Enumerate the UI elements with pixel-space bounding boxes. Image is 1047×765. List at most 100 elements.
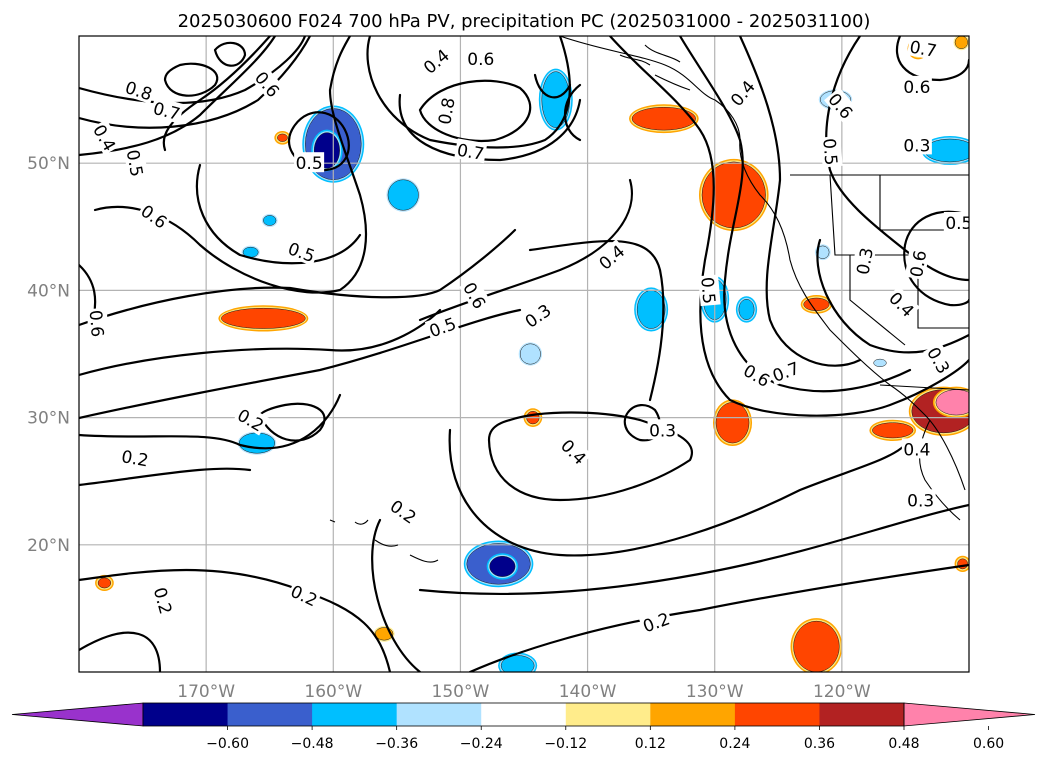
contour-label: 0.3 bbox=[851, 244, 878, 278]
pv-contour bbox=[79, 308, 522, 420]
contour-label-bg bbox=[724, 74, 760, 111]
contour-label-bg bbox=[424, 311, 460, 341]
colorbar-tick-label: −0.12 bbox=[544, 736, 587, 752]
contour-label-text: 0.5 bbox=[296, 154, 323, 174]
pv-contour bbox=[738, 36, 862, 367]
contour-label-text: 0.3 bbox=[649, 421, 676, 441]
contour-label: 0.3 bbox=[647, 419, 678, 441]
contour-label-bg bbox=[454, 138, 488, 164]
contour-label-text: 0.6 bbox=[85, 309, 107, 338]
y-tick-label: 30°N bbox=[27, 409, 70, 429]
contour-label: 0.2 bbox=[118, 444, 152, 471]
precip-blob bbox=[631, 106, 696, 131]
contour-label-bg bbox=[385, 494, 422, 528]
contour-label-text: 0.3 bbox=[907, 491, 934, 511]
contour-label: 0.3 bbox=[905, 489, 936, 511]
precip-blob bbox=[873, 358, 887, 367]
contour-label-bg bbox=[465, 47, 496, 68]
contour-label-bg bbox=[286, 579, 323, 611]
colorbar-outline bbox=[142, 702, 905, 727]
contour-label-bg bbox=[433, 94, 458, 128]
contour-label-bg bbox=[149, 96, 185, 124]
contour-label-text: 0.2 bbox=[120, 447, 150, 471]
border-states-3 bbox=[829, 174, 969, 329]
x-tick-label: 120°W bbox=[813, 682, 871, 702]
contour-label: 0.6 bbox=[85, 307, 110, 340]
coastline-alaska-islands bbox=[619, 44, 691, 91]
y-tick-label: 50°N bbox=[27, 154, 70, 174]
pv-contour bbox=[79, 467, 252, 487]
colorbar-extend-high bbox=[903, 702, 1036, 727]
contour-label-bg bbox=[901, 438, 932, 459]
contour-label: 0.4 bbox=[901, 438, 932, 460]
pv-contour bbox=[895, 36, 969, 82]
contour-label-text: 0.5 bbox=[122, 148, 146, 178]
contour-label-bg bbox=[284, 236, 320, 266]
contour-label-bg bbox=[123, 146, 149, 180]
pv-contour bbox=[79, 36, 307, 105]
pv-contour bbox=[213, 41, 247, 67]
contour-label-bg bbox=[638, 606, 674, 636]
x-tick-label: 170°W bbox=[177, 682, 235, 702]
contour-label-bg bbox=[417, 43, 454, 78]
contour-label: 0.5 bbox=[122, 146, 149, 180]
contour-label-bg bbox=[901, 134, 932, 155]
contour-label-bg bbox=[904, 247, 930, 281]
pv-contour bbox=[79, 228, 517, 327]
precip-blob bbox=[387, 179, 419, 211]
contour-label-bg bbox=[250, 65, 286, 102]
contour-label: 0.5 bbox=[696, 274, 721, 307]
colorbar-tick-label: 0.48 bbox=[888, 736, 919, 752]
coastline-baja bbox=[919, 419, 961, 521]
pv-contour bbox=[288, 111, 350, 172]
precip-blob bbox=[738, 299, 755, 320]
y-tick-label: 40°N bbox=[27, 281, 70, 301]
colorbar-segment bbox=[734, 703, 820, 726]
pv-contour bbox=[93, 36, 368, 294]
x-tick-label: 140°W bbox=[559, 682, 617, 702]
map-area: 0.80.70.40.50.60.50.60.50.60.4 0.60.80.70… bbox=[79, 36, 972, 672]
contour-label-bg bbox=[89, 119, 122, 156]
colorbar-segment bbox=[565, 703, 651, 726]
colorbar-segment bbox=[227, 703, 313, 726]
contour-label-text: 0.6 bbox=[903, 78, 930, 98]
border-states-2 bbox=[849, 255, 906, 346]
pv-contour bbox=[163, 62, 219, 97]
pv-contour bbox=[371, 518, 422, 672]
colorbar-segment bbox=[819, 703, 905, 726]
pv-contour bbox=[528, 239, 665, 402]
x-tick-label: 150°W bbox=[432, 682, 490, 702]
contour-label-bg bbox=[943, 211, 969, 232]
contour-label: 0.7 bbox=[906, 36, 940, 62]
colorbar-segment bbox=[650, 703, 736, 726]
pv-contour bbox=[468, 563, 969, 672]
colorbar-segment bbox=[396, 703, 482, 726]
contour-label-bg bbox=[905, 489, 936, 510]
contour-label: 0.5 bbox=[943, 211, 972, 234]
contour-label-bg bbox=[768, 356, 804, 386]
contour-label-bg bbox=[901, 75, 932, 96]
contour-label-bg bbox=[459, 276, 492, 313]
contour-label-bg bbox=[150, 583, 178, 618]
pv-contour bbox=[564, 83, 582, 142]
pv-contour bbox=[195, 163, 362, 265]
contour-label-bg bbox=[294, 152, 325, 173]
border-states-1 bbox=[879, 175, 969, 231]
precip-blob bbox=[263, 215, 277, 226]
contour-label-bg bbox=[556, 433, 592, 469]
precip-blob bbox=[221, 307, 306, 329]
contour-label-bg bbox=[121, 75, 157, 104]
contour-label-text: 0.5 bbox=[945, 214, 972, 234]
pv-contour bbox=[418, 503, 969, 596]
contour-label-bg bbox=[923, 341, 956, 378]
contour-label: 0.6 bbox=[465, 47, 496, 70]
contour-label-text: 0.5 bbox=[696, 276, 718, 305]
contour-label-text: 0.4 bbox=[903, 440, 930, 460]
pv-contour bbox=[487, 411, 693, 502]
colorbar-segment bbox=[481, 703, 567, 726]
precip-blob bbox=[489, 555, 516, 577]
contour-label: 0.3 bbox=[901, 134, 932, 156]
precipitation-layer bbox=[95, 36, 969, 672]
pv-contour bbox=[903, 210, 969, 307]
